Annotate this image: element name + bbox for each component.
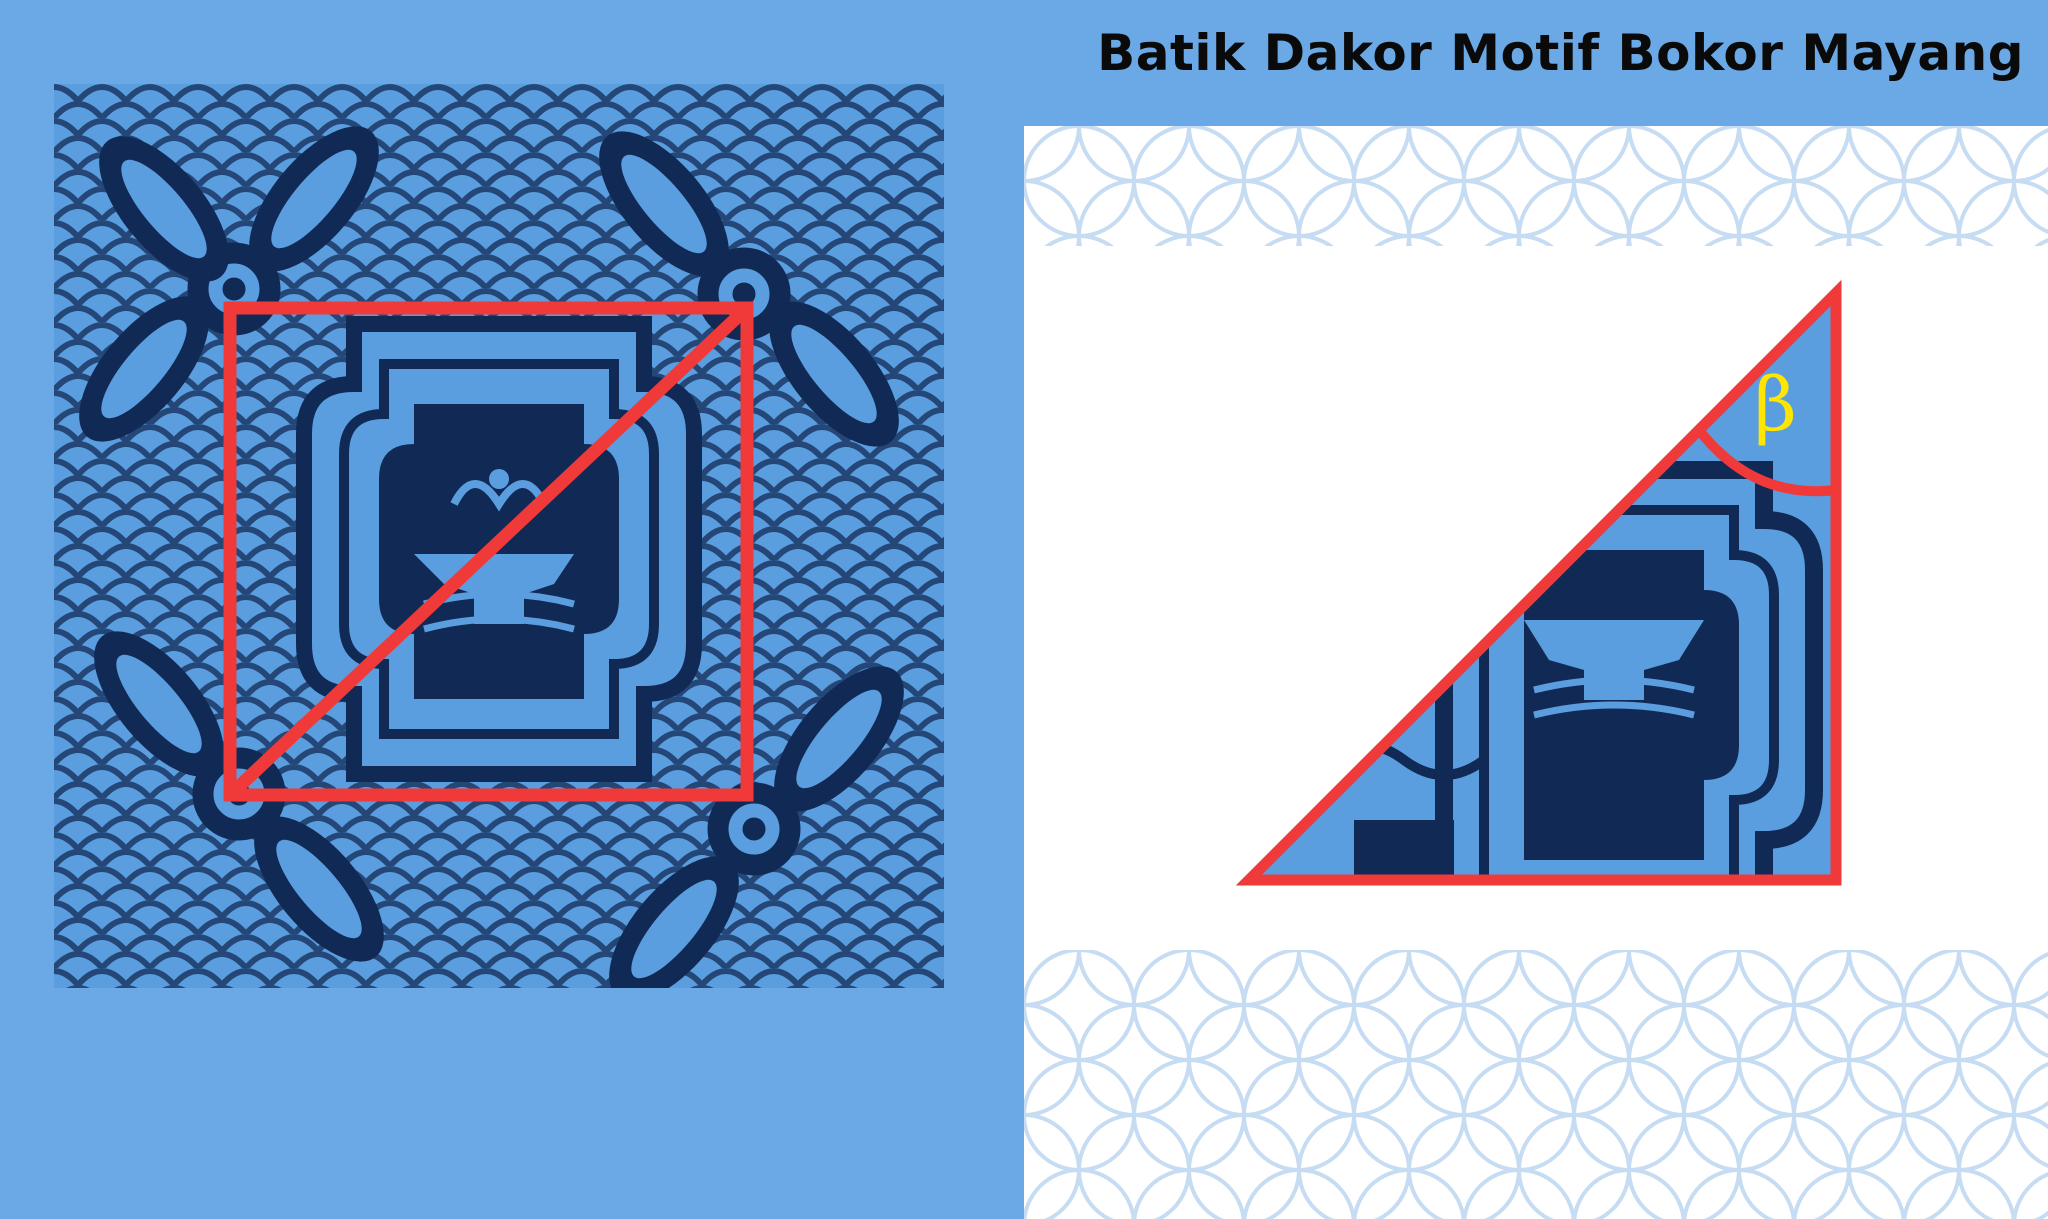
angle-beta-label: β xyxy=(1754,362,1797,448)
page-title: Batik Dakor Motif Bokor Mayang xyxy=(1097,24,2024,82)
title-bar: Batik Dakor Motif Bokor Mayang xyxy=(1024,0,2048,126)
triangle-diagram xyxy=(1235,279,1842,886)
decorative-pattern-top xyxy=(1024,126,2048,246)
batik-fabric-photo xyxy=(54,84,944,988)
left-panel xyxy=(0,0,1024,1219)
decorative-pattern-bottom xyxy=(1024,950,2048,1219)
right-panel: Batik Dakor Motif Bokor Mayang xyxy=(1024,0,2048,1219)
